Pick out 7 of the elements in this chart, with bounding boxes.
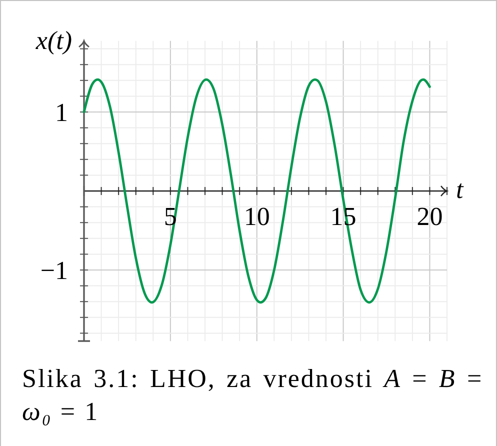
x-tick-label: 20 [416, 202, 443, 231]
y-tick-label: −1 [40, 256, 68, 285]
text: Slika 3.1: LHO, za vrednosti A = B = ω₀ = 1 [22, 364, 484, 426]
x-tick-label: 10 [244, 202, 270, 231]
x-axis-title: t [456, 175, 464, 204]
y-tick-label: 1 [55, 98, 68, 127]
y-axis-title: x(t) [34, 26, 72, 55]
